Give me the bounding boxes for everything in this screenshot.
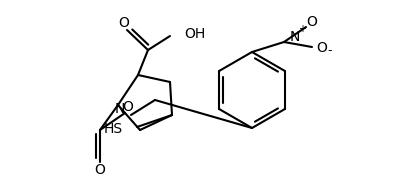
Text: +: + <box>298 24 306 34</box>
Text: O: O <box>94 163 106 177</box>
Text: N: N <box>290 30 300 44</box>
Text: O: O <box>123 100 133 114</box>
Text: -: - <box>328 44 332 57</box>
Text: HS: HS <box>104 122 123 136</box>
Text: O: O <box>119 16 129 30</box>
Text: O: O <box>307 15 317 29</box>
Text: O: O <box>317 41 328 55</box>
Text: N: N <box>115 102 125 116</box>
Text: OH: OH <box>184 27 205 41</box>
